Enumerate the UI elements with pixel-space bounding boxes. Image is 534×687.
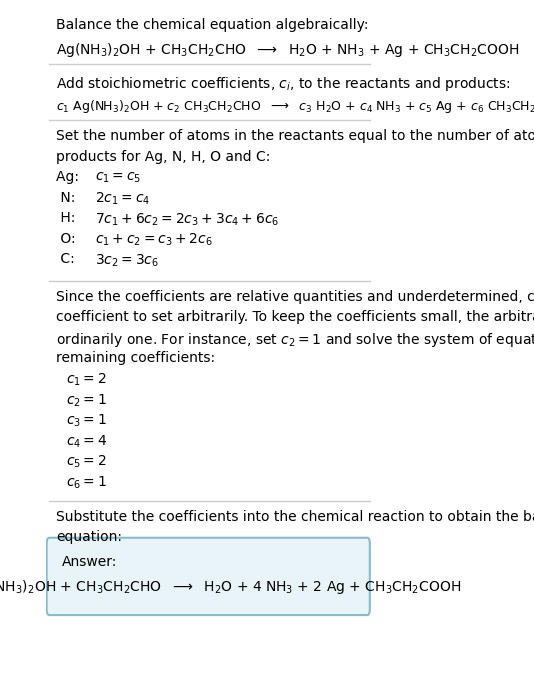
Text: $7 c_1 + 6 c_2 = 2 c_3 + 3 c_4 + 6 c_6$: $7 c_1 + 6 c_2 = 2 c_3 + 3 c_4 + 6 c_6$	[95, 211, 279, 227]
Text: $2 c_1 = c_4$: $2 c_1 = c_4$	[95, 191, 151, 207]
Text: equation:: equation:	[56, 530, 122, 544]
Text: coefficient to set arbitrarily. To keep the coefficients small, the arbitrary va: coefficient to set arbitrarily. To keep …	[56, 311, 534, 324]
Text: $c_1 + c_2 = c_3 + 2 c_6$: $c_1 + c_2 = c_3 + 2 c_6$	[95, 232, 213, 248]
Text: $c_1 = c_5$: $c_1 = c_5$	[95, 170, 142, 185]
Text: Balance the chemical equation algebraically:: Balance the chemical equation algebraica…	[56, 19, 368, 32]
FancyBboxPatch shape	[46, 538, 370, 615]
Text: O:: O:	[56, 232, 80, 246]
Text: Ag:: Ag:	[56, 170, 83, 184]
Text: remaining coefficients:: remaining coefficients:	[56, 351, 215, 365]
Text: Substitute the coefficients into the chemical reaction to obtain the balanced: Substitute the coefficients into the che…	[56, 510, 534, 523]
Text: $c_1 = 2$: $c_1 = 2$	[66, 372, 106, 388]
Text: H:: H:	[56, 211, 80, 225]
Text: products for Ag, N, H, O and C:: products for Ag, N, H, O and C:	[56, 150, 270, 164]
Text: $c_2 = 1$: $c_2 = 1$	[66, 392, 106, 409]
Text: $c_3 = 1$: $c_3 = 1$	[66, 413, 106, 429]
Text: Add stoichiometric coefficients, $c_i$, to the reactants and products:: Add stoichiometric coefficients, $c_i$, …	[56, 75, 511, 93]
Text: C:: C:	[56, 252, 79, 267]
Text: Answer:: Answer:	[62, 555, 118, 569]
Text: $c_4 = 4$: $c_4 = 4$	[66, 433, 107, 450]
Text: $c_5 = 2$: $c_5 = 2$	[66, 454, 106, 471]
Text: Ag(NH$_3$)$_2$OH + CH$_3$CH$_2$CHO  $\longrightarrow$  H$_2$O + NH$_3$ + Ag + CH: Ag(NH$_3$)$_2$OH + CH$_3$CH$_2$CHO $\lon…	[56, 41, 519, 59]
Text: $c_1$ Ag(NH$_3$)$_2$OH + $c_2$ CH$_3$CH$_2$CHO  $\longrightarrow$  $c_3$ H$_2$O : $c_1$ Ag(NH$_3$)$_2$OH + $c_2$ CH$_3$CH$…	[56, 98, 534, 115]
Text: 2 Ag(NH$_3$)$_2$OH + CH$_3$CH$_2$CHO  $\longrightarrow$  H$_2$O + 4 NH$_3$ + 2 A: 2 Ag(NH$_3$)$_2$OH + CH$_3$CH$_2$CHO $\l…	[0, 578, 461, 596]
Text: N:: N:	[56, 191, 80, 205]
Text: Since the coefficients are relative quantities and underdetermined, choose a: Since the coefficients are relative quan…	[56, 290, 534, 304]
Text: $3 c_2 = 3 c_6$: $3 c_2 = 3 c_6$	[95, 252, 159, 269]
Text: Set the number of atoms in the reactants equal to the number of atoms in the: Set the number of atoms in the reactants…	[56, 129, 534, 143]
Text: ordinarily one. For instance, set $c_2 = 1$ and solve the system of equations fo: ordinarily one. For instance, set $c_2 =…	[56, 331, 534, 349]
Text: $c_6 = 1$: $c_6 = 1$	[66, 475, 106, 491]
